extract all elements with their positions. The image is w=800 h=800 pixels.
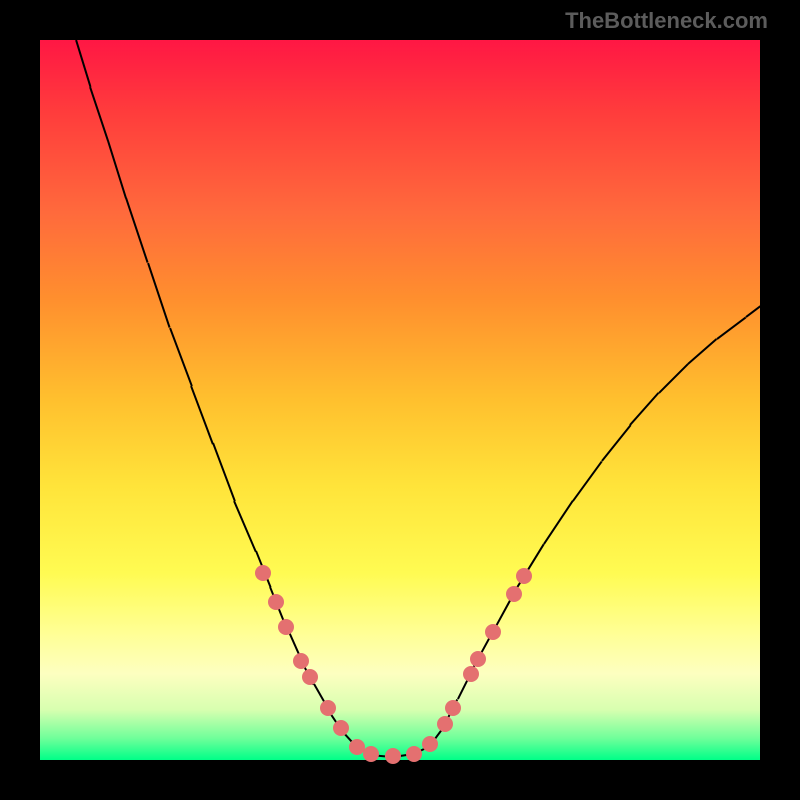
data-point [385, 748, 401, 764]
curve-segment [233, 500, 257, 551]
data-point [333, 720, 349, 736]
curve-segment [125, 198, 149, 263]
curve-segment [687, 338, 717, 365]
curve-segment [658, 363, 688, 393]
data-point [255, 565, 271, 581]
data-point [406, 746, 422, 762]
data-point [506, 586, 522, 602]
data-point [293, 653, 309, 669]
curve-segment [745, 306, 761, 319]
data-point [268, 594, 284, 610]
data-point [363, 746, 379, 762]
data-point [422, 736, 438, 752]
plot-area [40, 40, 760, 760]
data-point [278, 619, 294, 635]
curve-segment [601, 425, 632, 462]
curve-segment [630, 392, 660, 426]
curve-segment [89, 86, 109, 141]
curve-segment [147, 263, 171, 328]
curve-segment [190, 385, 214, 443]
data-point [463, 666, 479, 682]
curve-segment [514, 543, 545, 591]
curve-segment [543, 500, 574, 544]
data-point [437, 716, 453, 732]
curve-segment [572, 461, 603, 502]
data-point [470, 651, 486, 667]
data-point [302, 669, 318, 685]
curve-segment [169, 328, 193, 386]
curve-segment [212, 443, 236, 501]
data-point [516, 568, 532, 584]
curve-segment [716, 316, 746, 339]
data-point [320, 700, 336, 716]
curve-segment [107, 140, 127, 198]
watermark-text: TheBottleneck.com [565, 8, 768, 34]
data-point [485, 624, 501, 640]
chart-stage: TheBottleneck.com [0, 0, 800, 800]
curve-segment [75, 40, 91, 87]
data-point [445, 700, 461, 716]
